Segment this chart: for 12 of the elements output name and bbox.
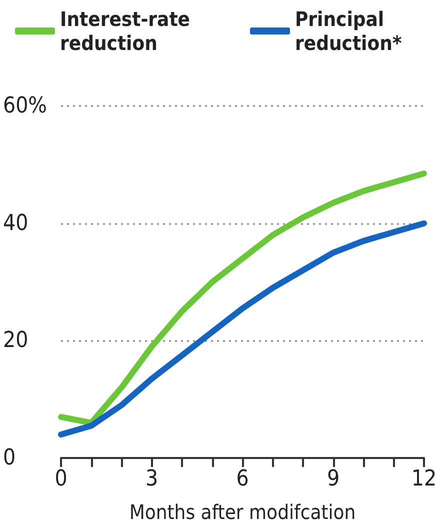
y-tick-label: 20 bbox=[3, 328, 28, 354]
x-tick-label: 3 bbox=[145, 466, 158, 492]
y-tick-label: 0 bbox=[3, 446, 16, 470]
x-tick-label: 9 bbox=[326, 466, 340, 492]
legend-label: Interest-rate reduction bbox=[60, 7, 190, 55]
y-tick-label: 60% bbox=[3, 94, 47, 118]
x-axis-title: Months after modifcation bbox=[129, 500, 356, 524]
x-tick-label: 6 bbox=[236, 466, 249, 492]
y-tick-label: 40 bbox=[3, 210, 28, 236]
x-tick-label: 0 bbox=[54, 466, 68, 492]
legend-label: Principal reduction* bbox=[295, 7, 402, 55]
x-tick-label: 12 bbox=[411, 466, 437, 492]
